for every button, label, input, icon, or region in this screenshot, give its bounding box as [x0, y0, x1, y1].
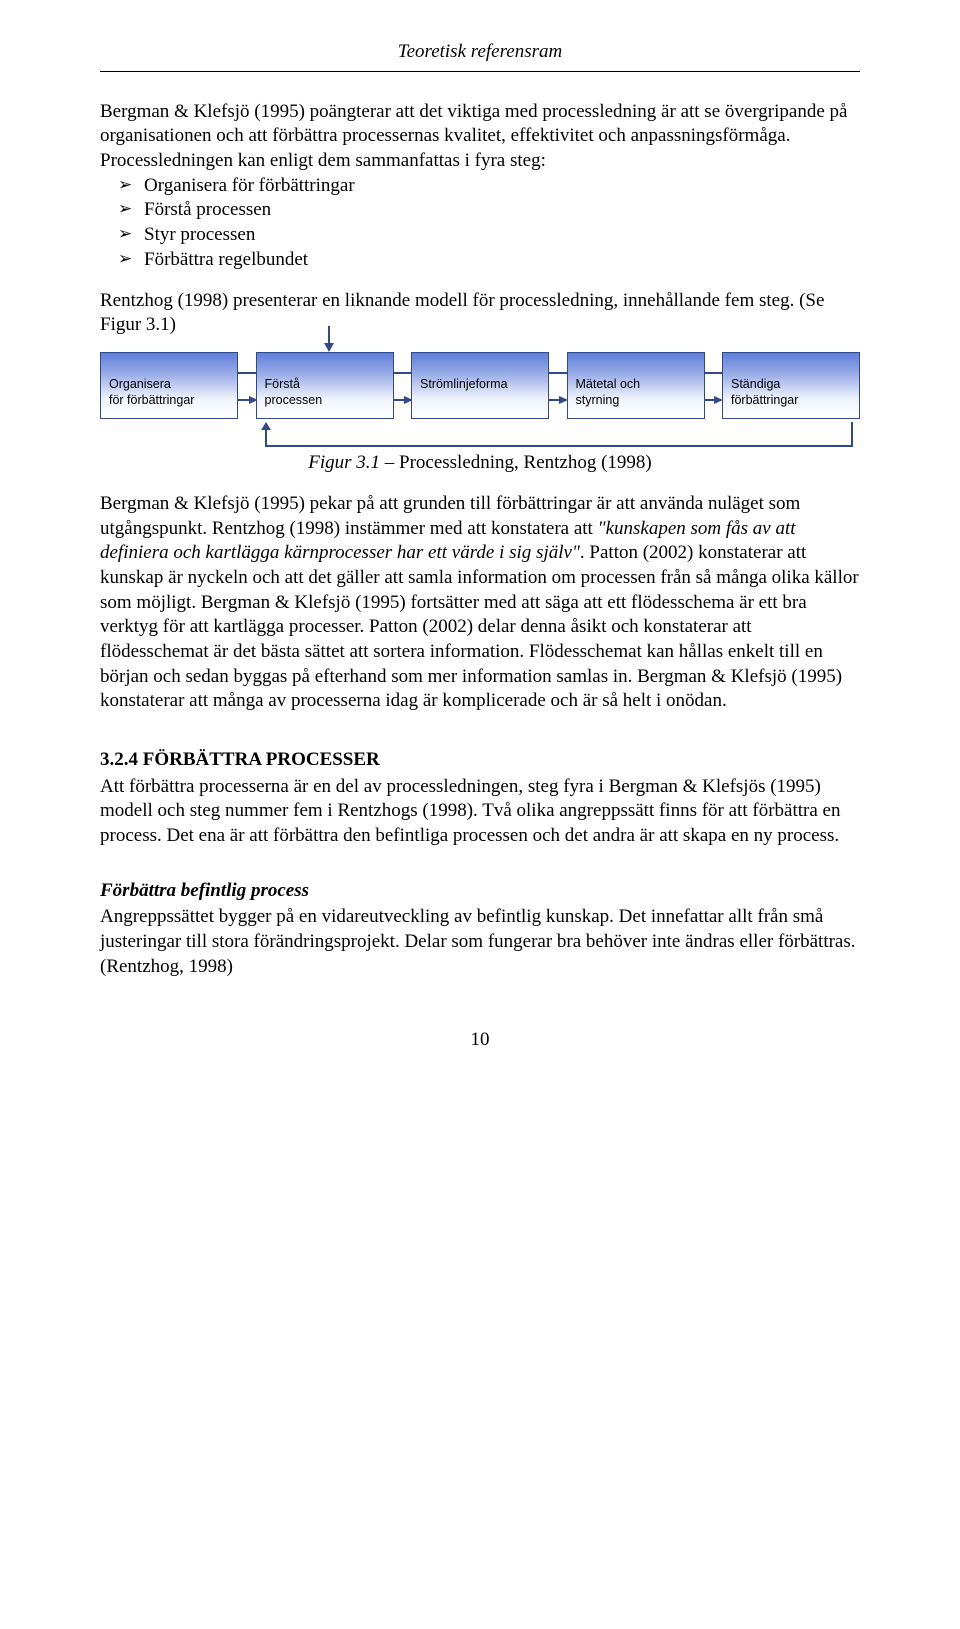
bullet-item: Styr processen: [100, 223, 860, 248]
flow-box-line: processen: [265, 393, 385, 409]
body-paragraph: Bergman & Klefsjö (1995) pekar på att gr…: [100, 492, 860, 714]
intro-after: Rentzhog (1998) presenterar en liknande …: [100, 289, 860, 338]
page-header: Teoretisk referensram: [100, 40, 860, 65]
flow-box-line: Organisera: [109, 377, 229, 393]
body-text: . Patton (2002) konstaterar att kunskap …: [100, 542, 859, 711]
subsection-paragraph: Angreppssättet bygger på en vidareutveck…: [100, 905, 860, 979]
flow-box-5: Ständiga förbättringar: [722, 352, 860, 419]
flow-arrow-icon: [548, 388, 568, 413]
flow-box-line: Ständiga: [731, 377, 851, 393]
bullet-item: Förbättra regelbundet: [100, 248, 860, 273]
feedback-arrow-icon: [258, 422, 860, 464]
intro-paragraph: Bergman & Klefsjö (1995) poängterar att …: [100, 100, 860, 174]
flow-connector: [393, 358, 413, 383]
flow-box-line: för förbättringar: [109, 393, 229, 409]
flow-connector: [548, 358, 568, 383]
flow-box-line: Förstå: [265, 377, 385, 393]
flow-box-2: Förstå processen: [256, 352, 394, 419]
flow-box-line: Strömlinjeforma: [420, 377, 540, 393]
flow-box-3: Strömlinjeforma: [411, 352, 549, 419]
flow-box-line: förbättringar: [731, 393, 851, 409]
flow-connector: [703, 358, 723, 383]
section-paragraph: Att förbättra processerna är en del av p…: [100, 775, 860, 849]
flow-box-line: styrning: [576, 393, 696, 409]
flow-arrow-icon: [703, 388, 723, 413]
flow-box-1: Organisera för förbättringar: [100, 352, 238, 419]
process-flowchart: Organisera för förbättringar Förstå proc…: [100, 352, 860, 419]
page-number: 10: [100, 1028, 860, 1053]
subsection-heading: Förbättra befintlig process: [100, 879, 860, 904]
flow-box-4: Mätetal och styrning: [567, 352, 705, 419]
bullet-item: Förstå processen: [100, 198, 860, 223]
flow-arrow-icon: [393, 388, 413, 413]
bullet-item: Organisera för förbättringar: [100, 174, 860, 199]
flow-box-line: Mätetal och: [576, 377, 696, 393]
header-rule: [100, 71, 860, 72]
section-heading: 3.2.4 FÖRBÄTTRA PROCESSER: [100, 748, 860, 773]
entry-arrow-icon: [322, 326, 336, 352]
intro-bullets: Organisera för förbättringar Förstå proc…: [100, 174, 860, 273]
